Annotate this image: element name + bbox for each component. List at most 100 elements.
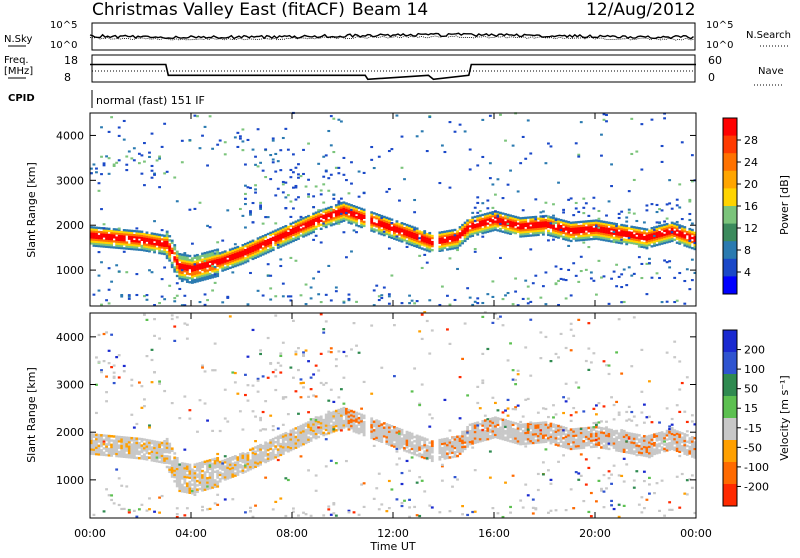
heatmap-cell (398, 223, 401, 225)
heatmap-cell (292, 222, 295, 224)
heatmap-cell (108, 494, 111, 496)
heatmap-cell (519, 231, 522, 233)
heatmap-cell (474, 228, 477, 230)
heatmap-cell (489, 429, 492, 431)
heatmap-cell (459, 240, 462, 242)
heatmap-cell (643, 244, 646, 246)
heatmap-cell (615, 285, 618, 287)
heatmap-cell (224, 141, 227, 143)
heatmap-cell (214, 282, 217, 284)
heatmap-cell (295, 440, 298, 442)
heatmap-cell (509, 429, 512, 431)
heatmap-cell (173, 480, 176, 482)
heatmap-cell (214, 460, 217, 462)
heatmap-cell (421, 383, 424, 385)
heatmap-cell (469, 221, 472, 223)
heatmap-cell (108, 230, 111, 232)
heatmap-cell (216, 265, 219, 267)
heatmap-cell (353, 411, 356, 413)
heatmap-cell (204, 256, 207, 258)
heatmap-cell (590, 230, 593, 232)
heatmap-cell (156, 456, 159, 458)
heatmap-cell (524, 346, 527, 348)
heatmap-cell (236, 262, 239, 264)
heatmap-cell (686, 231, 689, 233)
heatmap-cell (247, 260, 250, 262)
heatmap-cell (678, 227, 681, 229)
heatmap-cell (444, 245, 447, 247)
heatmap-cell (295, 353, 298, 355)
heatmap-cell (317, 223, 320, 225)
heatmap-cell (95, 438, 98, 440)
heatmap-cell (620, 226, 623, 228)
heatmap-cell (517, 440, 520, 442)
heatmap-cell (206, 468, 209, 470)
heatmap-cell (168, 462, 171, 464)
heatmap-cell (519, 432, 522, 434)
heatmap-cell (340, 220, 343, 222)
heatmap-cell (214, 249, 217, 251)
heatmap-cell (282, 444, 285, 446)
heatmap-cell (247, 258, 250, 260)
heatmap-cell (95, 451, 98, 453)
heatmap-cell (661, 242, 664, 244)
heatmap-cell (587, 224, 590, 226)
heatmap-cell (171, 266, 174, 268)
heatmap-cell (100, 436, 103, 438)
heatmap-cell (322, 156, 325, 158)
heatmap-cell (166, 459, 169, 461)
heatmap-cell (95, 237, 98, 239)
heatmap-cell (234, 259, 237, 261)
heatmap-cell (277, 448, 280, 450)
heatmap-cell (661, 226, 664, 228)
heatmap-cell (284, 241, 287, 243)
heatmap-cell (514, 383, 517, 385)
heatmap-cell (663, 242, 666, 244)
heatmap-cell (532, 234, 535, 236)
heatmap-cell (181, 484, 184, 486)
heatmap-cell (592, 207, 595, 209)
heatmap-cell (353, 511, 356, 513)
heatmap-cell (206, 261, 209, 263)
heatmap-cell (115, 448, 118, 450)
heatmap-cell (269, 454, 272, 456)
heatmap-cell (219, 262, 222, 264)
heatmap-cell (279, 265, 282, 267)
heatmap-cell (105, 299, 108, 301)
cpid-panel: CPID normal (fast) 151 IF (8, 90, 205, 108)
heatmap-cell (199, 271, 202, 273)
heatmap-cell (567, 269, 570, 271)
heatmap-cell (322, 384, 325, 386)
heatmap-cell (489, 218, 492, 220)
heatmap-cell (454, 453, 457, 455)
heatmap-cell (444, 438, 447, 440)
heatmap-cell (681, 218, 684, 220)
heatmap-cell (183, 260, 186, 262)
heatmap-cell (552, 235, 555, 237)
heatmap-cell (173, 248, 176, 250)
heatmap-cell (416, 454, 419, 456)
heatmap-cell (494, 416, 497, 418)
heatmap-cell (211, 478, 214, 480)
heatmap-cell (272, 371, 275, 373)
heatmap-cell (191, 488, 194, 490)
heatmap-cell (595, 227, 598, 229)
heatmap-cell (181, 464, 184, 466)
heatmap-cell (373, 289, 376, 291)
heatmap-cell (188, 209, 191, 211)
heatmap-cell (113, 448, 116, 450)
heatmap-cell (186, 273, 189, 275)
heatmap-cell (105, 240, 108, 242)
heatmap-cell (302, 233, 305, 235)
heatmap-cell (375, 432, 378, 434)
heatmap-cell (171, 465, 174, 467)
heatmap-cell (390, 148, 393, 150)
heatmap-cell (287, 435, 290, 437)
heatmap-cell (340, 208, 343, 210)
heatmap-cell (600, 228, 603, 230)
heatmap-cell (113, 372, 116, 374)
heatmap-cell (537, 428, 540, 430)
heatmap-cell (408, 445, 411, 447)
heatmap-cell (491, 434, 494, 436)
heatmap-cell (234, 255, 237, 257)
